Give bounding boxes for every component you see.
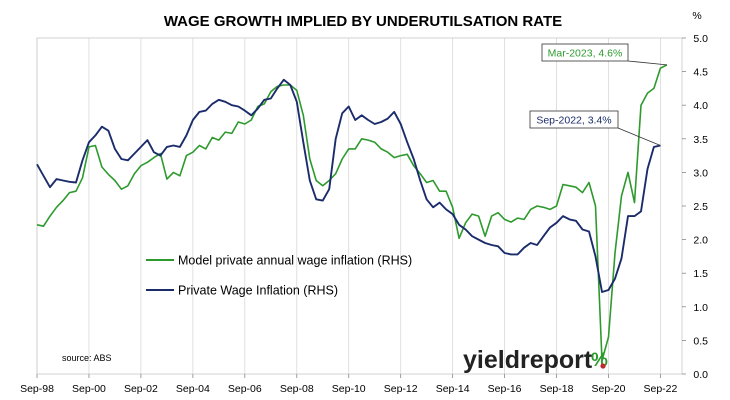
yieldreport-logo: yieldreport %	[463, 346, 608, 374]
chart-title: WAGE GROWTH IMPLIED BY UNDERUTILSATION R…	[164, 13, 562, 30]
y-tick-label: 3.5	[693, 134, 708, 146]
callout-model: Mar-2023, 4.6%	[541, 43, 667, 66]
source-note: source: ABS	[62, 353, 112, 363]
percent-logo-icon: %	[591, 350, 608, 371]
x-tick-label: Sep-22	[644, 383, 678, 395]
x-tick-label: Sep-06	[228, 383, 262, 395]
callout-private: Sep-2022, 3.4%	[529, 110, 661, 146]
legend: Model private annual wage inflation (RHS…	[146, 254, 412, 298]
x-tick-label: Sep-18	[540, 383, 574, 395]
legend-label: Model private annual wage inflation (RHS…	[178, 254, 412, 268]
y-tick-label: 2.5	[693, 201, 708, 213]
callout-leader-line	[617, 127, 661, 146]
series-layer	[36, 64, 668, 362]
x-tick-label: Sep-98	[20, 383, 54, 395]
x-tick-label: Sep-16	[488, 383, 522, 395]
callout-label: Sep-2022, 3.4%	[536, 115, 611, 127]
x-tick-label: Sep-12	[384, 383, 418, 395]
percent-logo-dot	[600, 363, 606, 369]
x-tick-label: Sep-08	[280, 383, 314, 395]
logo-text: yieldreport	[463, 346, 593, 374]
series-line-private-wage-inflation	[36, 78, 661, 293]
callout-box	[541, 43, 629, 62]
legend-item-model: Model private annual wage inflation (RHS…	[146, 254, 412, 268]
y-tick-label: 5.0	[693, 33, 708, 45]
callout-leader-line	[627, 60, 667, 66]
callout-box	[529, 110, 619, 129]
y-tick-label: 4.5	[693, 67, 708, 79]
y-tick-label: 3.0	[693, 167, 708, 179]
y-tick-label: 4.0	[693, 100, 708, 112]
y-tick-label: 1.0	[693, 302, 708, 314]
y-axis-unit: %	[692, 10, 701, 22]
x-axis: Sep-98 Sep-00 Sep-02 Sep-04 Sep-06 Sep-08 Sep-…	[20, 374, 678, 395]
x-tick-label: Sep-20	[592, 383, 626, 395]
y-tick-label: 0.0	[693, 369, 708, 381]
x-tick-label: Sep-02	[124, 383, 158, 395]
legend-label: Private Wage Inflation (RHS)	[178, 284, 338, 298]
y-tick-label: 1.5	[693, 268, 708, 280]
callout-label: Mar-2023, 4.6%	[548, 48, 623, 60]
series-line-model-wage-inflation	[36, 64, 668, 362]
x-tick-label: Sep-14	[436, 383, 470, 395]
x-tick-label: Sep-04	[176, 383, 210, 395]
annotations: Mar-2023, 4.6% Sep-2022, 3.4%	[529, 43, 667, 146]
y-tick-label: 2.0	[693, 235, 708, 247]
legend-item-private: Private Wage Inflation (RHS)	[146, 284, 338, 298]
y-tick-label: 0.5	[693, 335, 708, 347]
x-tick-label: Sep-10	[332, 383, 366, 395]
y-axis: 0.0 0.5 1.0 1.5 2.0 2.5 3.0 3.5 4.0 4.5 5.0	[682, 33, 708, 381]
x-tick-label: Sep-00	[72, 383, 106, 395]
